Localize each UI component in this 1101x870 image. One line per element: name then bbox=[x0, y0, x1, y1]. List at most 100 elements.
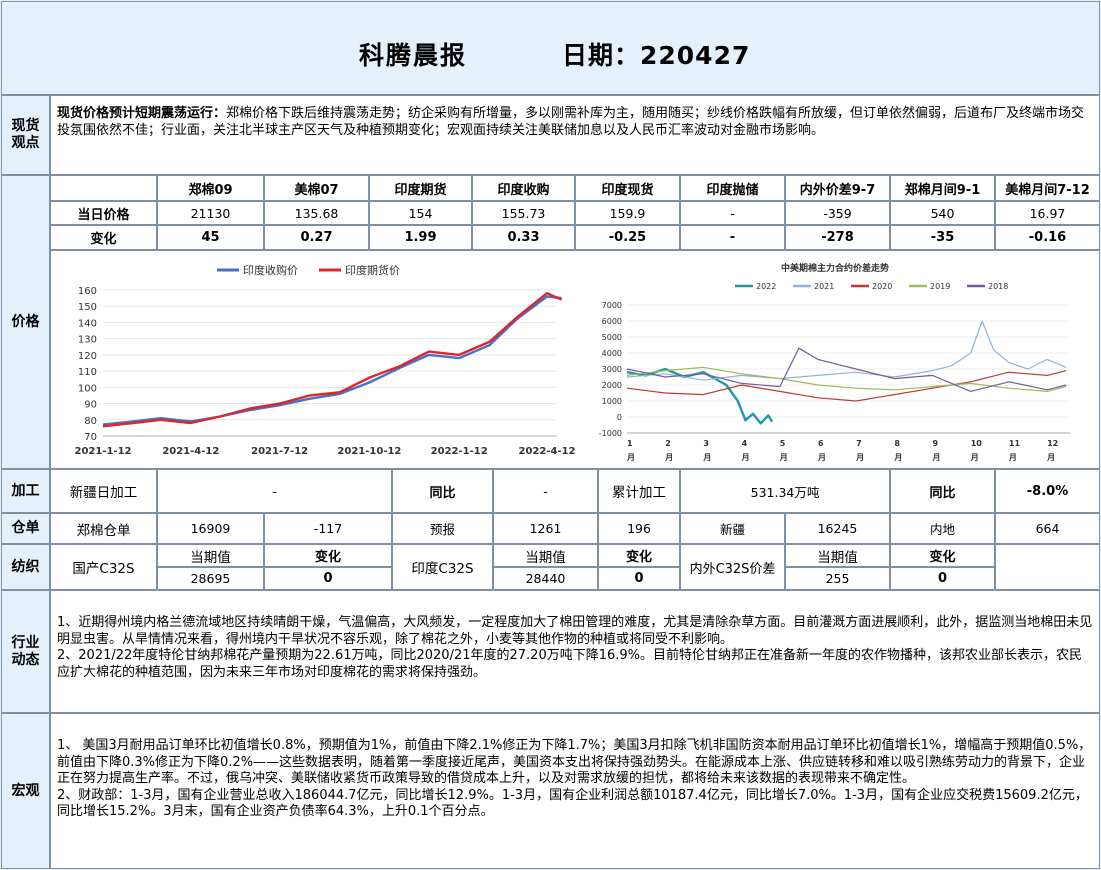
price-change-cell: 0.27 bbox=[264, 225, 369, 250]
y-tick-label: 4000 bbox=[602, 349, 622, 358]
chart-title: 中美期棉主力合约价差走势 bbox=[781, 262, 889, 274]
industry-label-line1: 行业 bbox=[11, 634, 40, 651]
change-row-label: 变化 bbox=[50, 225, 157, 250]
warehouse-xinjiang-value: 16245 bbox=[785, 513, 890, 544]
processing-label: 加工 bbox=[1, 469, 50, 513]
x-tick-label-unit: 月 bbox=[932, 453, 941, 462]
cumulative-yoy-value: -8.0% bbox=[995, 469, 1100, 513]
forecast-label: 预报 bbox=[392, 513, 493, 544]
y-tick-label: -1000 bbox=[599, 429, 622, 438]
price-change-cell: 45 bbox=[157, 225, 264, 250]
x-tick-label-unit: 月 bbox=[970, 453, 979, 462]
industry-label: 行业 动态 bbox=[1, 590, 50, 713]
x-tick-label-unit: 月 bbox=[779, 453, 788, 462]
warehouse-xinjiang-label: 新疆 bbox=[680, 513, 785, 544]
y-tick-label: 90 bbox=[84, 400, 97, 411]
legend-label: 2020 bbox=[872, 282, 892, 291]
report-date: 日期：220427 bbox=[562, 41, 751, 70]
x-tick-label: 4 bbox=[742, 439, 748, 448]
xinjiang-processing-value: - bbox=[157, 469, 392, 513]
india-c32s-label: 印度C32S bbox=[392, 544, 493, 590]
price-change-cell: - bbox=[680, 225, 785, 250]
domestic-c32s-label: 国产C32S bbox=[50, 544, 157, 590]
x-tick-label: 1 bbox=[627, 439, 633, 448]
india-price-chart: 160 150 140 130 120 110 100 90 80 70 2021-1-12 2021… bbox=[74, 263, 575, 457]
warehouse-receipt-change: -117 bbox=[264, 513, 392, 544]
today-price-cell: -359 bbox=[785, 201, 890, 225]
legend-label: 2021 bbox=[814, 282, 834, 291]
price-column-header: 郑棉09 bbox=[157, 175, 264, 201]
x-tick-label: 2021-4-12 bbox=[162, 446, 219, 457]
price-column-header: 印度现货 bbox=[575, 175, 680, 201]
price-table-corner bbox=[50, 175, 157, 201]
price-change-cell: -278 bbox=[785, 225, 890, 250]
domestic-current-header: 当期值 bbox=[157, 544, 264, 567]
c32s-spread-value: 255 bbox=[785, 567, 890, 590]
today-price-cell: 154 bbox=[369, 201, 472, 225]
today-price-cell: 135.68 bbox=[264, 201, 369, 225]
india-c32s-change: 0 bbox=[598, 567, 680, 590]
c32s-spread-label: 内外C32S价差 bbox=[680, 544, 785, 590]
legend-label: 2019 bbox=[930, 282, 950, 291]
y-tick-label: 140 bbox=[78, 318, 97, 329]
legend-label: 印度收购价 bbox=[243, 263, 298, 277]
x-tick-label: 12 bbox=[1047, 439, 1058, 448]
warehouse-receipt-label: 郑棉仓单 bbox=[50, 513, 157, 544]
y-tick-label: 70 bbox=[84, 432, 97, 443]
series-line bbox=[626, 370, 1067, 402]
y-tick-label: 80 bbox=[84, 416, 97, 427]
x-tick-label: 2021-1-12 bbox=[74, 446, 131, 457]
macro-label: 宏观 bbox=[1, 713, 50, 869]
processing-yoy-value: - bbox=[493, 469, 598, 513]
y-tick-label: 130 bbox=[78, 335, 97, 346]
domestic-change-header: 变化 bbox=[264, 544, 392, 567]
series-line bbox=[626, 367, 774, 425]
charts-area: 160 150 140 130 120 110 100 90 80 70 2021-1-12 2021… bbox=[50, 250, 1100, 469]
x-tick-label-unit: 月 bbox=[741, 453, 750, 462]
x-tick-label: 3 bbox=[703, 439, 709, 448]
cumulative-processing-value: 531.34万吨 bbox=[680, 469, 890, 513]
x-tick-label: 2021-7-12 bbox=[251, 446, 308, 457]
x-tick-label-unit: 月 bbox=[855, 453, 864, 462]
price-change-cell: -0.25 bbox=[575, 225, 680, 250]
cumulative-processing-label: 累计加工 bbox=[598, 469, 680, 513]
domestic-c32s-change: 0 bbox=[264, 567, 392, 590]
today-price-cell: 21130 bbox=[157, 201, 264, 225]
spread-current-header: 当期值 bbox=[785, 544, 890, 567]
x-tick-label: 7 bbox=[856, 439, 862, 448]
x-tick-label: 6 bbox=[818, 439, 824, 448]
price-column-header: 印度抛储 bbox=[680, 175, 785, 201]
x-tick-label: 2 bbox=[665, 439, 671, 448]
x-tick-label: 10 bbox=[971, 439, 983, 448]
legend-label: 2018 bbox=[988, 282, 1008, 291]
y-tick-label: 110 bbox=[78, 367, 97, 378]
today-price-cell: 159.9 bbox=[575, 201, 680, 225]
price-change-cell: 1.99 bbox=[369, 225, 472, 250]
india-change-header: 变化 bbox=[598, 544, 680, 567]
spread-change-header: 变化 bbox=[890, 544, 995, 567]
today-price-cell: 155.73 bbox=[472, 201, 575, 225]
spot-view-text: 现货价格预计短期震荡运行：郑棉价格下跌后维持震荡走势；纺企采购有所增量，多以刚需… bbox=[50, 95, 1100, 175]
legend-label: 印度期货价 bbox=[345, 263, 400, 277]
legend-label: 2022 bbox=[756, 282, 776, 291]
price-section-label: 价格 bbox=[1, 175, 50, 469]
x-tick-label-unit: 月 bbox=[702, 453, 711, 462]
today-price-cell: - bbox=[680, 201, 785, 225]
india-current-header: 当期值 bbox=[493, 544, 598, 567]
xinjiang-processing-label: 新疆日加工 bbox=[50, 469, 157, 513]
processing-yoy-label: 同比 bbox=[392, 469, 493, 513]
warehouse-receipt-value: 16909 bbox=[157, 513, 264, 544]
x-tick-label: 9 bbox=[933, 439, 939, 448]
spot-view-label-line1: 现货 bbox=[11, 118, 40, 134]
x-tick-label: 8 bbox=[894, 439, 900, 448]
warehouse-inland-label: 内地 bbox=[890, 513, 995, 544]
series-line bbox=[102, 295, 562, 426]
y-tick-label: 3000 bbox=[602, 365, 622, 374]
price-column-header: 郑棉月间9-1 bbox=[890, 175, 995, 201]
x-tick-label-unit: 月 bbox=[817, 453, 826, 462]
report-header: 科腾晨报 日期：220427 bbox=[1, 1, 1100, 95]
y-tick-label: 150 bbox=[78, 302, 97, 313]
spot-view-body: 郑棉价格下跌后维持震荡走势；纺企采购有所增量，多以刚需补库为主，随用随买；纱线价… bbox=[57, 106, 1085, 138]
